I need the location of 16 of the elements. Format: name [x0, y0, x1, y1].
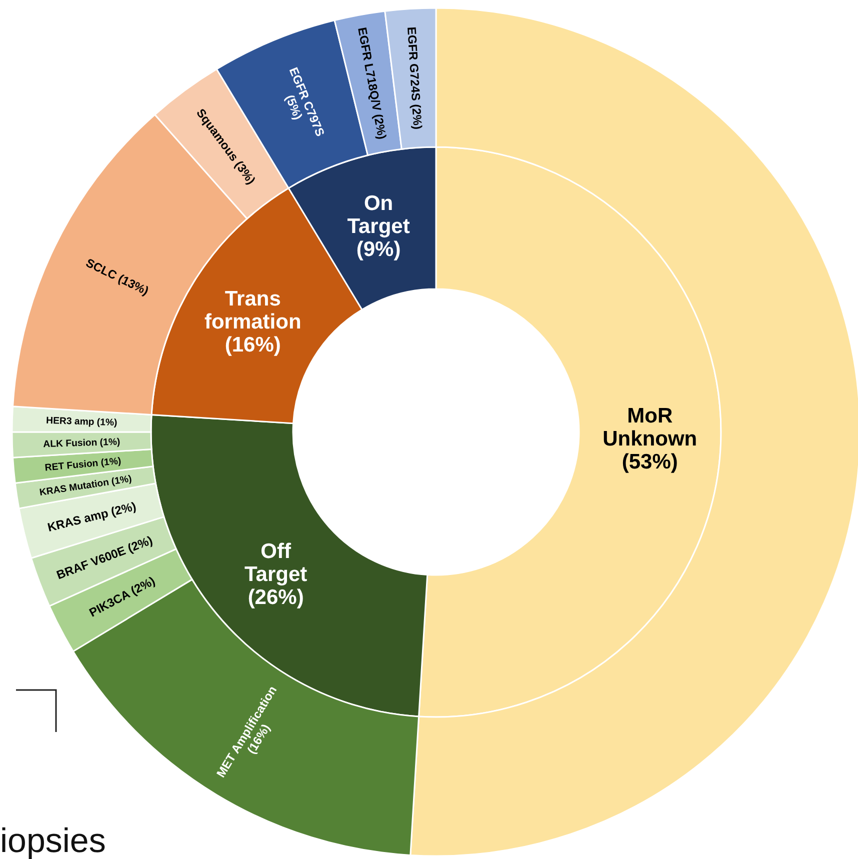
slice-label: Off Target — [244, 540, 308, 586]
slice-label: ALK Fusion (1%) — [43, 436, 120, 450]
slice-label: KRAS Mutation (1%) — [38, 474, 132, 498]
slice-label: On Target — [347, 192, 410, 238]
slice-label: KRAS amp (2%) — [46, 499, 138, 534]
data-label: (16%) — [224, 333, 281, 356]
slice-label: Trans formation — [204, 287, 302, 334]
slice-label: EGFR G724S (2%) — [404, 26, 425, 130]
data-label: (9%) — [356, 238, 401, 261]
slice-label: RET Fusion (1%) — [44, 456, 122, 474]
text: iopsies — [0, 822, 106, 859]
slice-label: EGFR L718Q/V (2%) — [354, 26, 390, 140]
slice-label: HER3 amp (1%) — [46, 415, 118, 429]
data-label: (26%) — [248, 586, 304, 609]
data-label: (53%) — [622, 450, 678, 474]
slice-label: MoR Unknown — [602, 404, 698, 450]
